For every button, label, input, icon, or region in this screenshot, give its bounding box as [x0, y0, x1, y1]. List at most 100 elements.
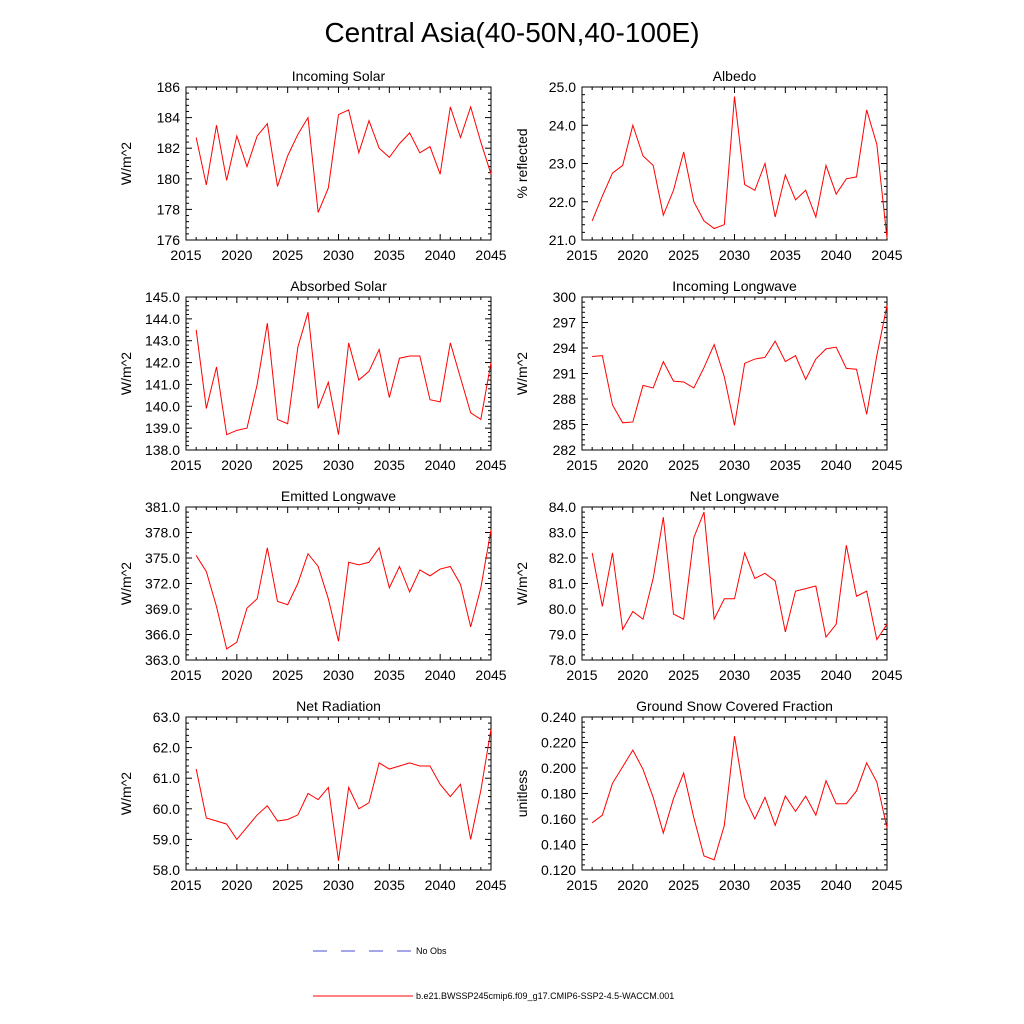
- x-tick-label: 2020: [617, 247, 648, 263]
- y-tick-label: 21.0: [549, 232, 576, 248]
- y-tick-label: 144.0: [145, 311, 180, 327]
- plot-title: Net Radiation: [296, 698, 381, 714]
- plot-title: Ground Snow Covered Fraction: [636, 698, 833, 714]
- x-tick-label: 2025: [668, 667, 699, 683]
- x-tick-label: 2025: [668, 457, 699, 473]
- y-tick-label: 294: [553, 340, 577, 356]
- x-tick-label: 2040: [821, 457, 852, 473]
- x-tick-label: 2015: [170, 877, 201, 893]
- y-tick-label: 25.0: [549, 79, 576, 95]
- y-tick-label: 61.0: [153, 770, 180, 786]
- x-tick-label: 2045: [475, 667, 506, 683]
- x-tick-label: 2045: [871, 877, 902, 893]
- x-tick-label: 2045: [475, 247, 506, 263]
- x-tick-label: 2015: [170, 667, 201, 683]
- figure-title: Central Asia(40-50N,40-100E): [324, 17, 699, 48]
- plot-frame: [185, 506, 492, 661]
- y-tick-label: 81.0: [549, 576, 576, 592]
- y-tick-label: 62.0: [153, 740, 180, 756]
- x-tick-label: 2015: [566, 457, 597, 473]
- chart-panel-8: Ground Snow Covered Fraction unitless 2015…: [514, 698, 903, 893]
- plot-frame: [185, 86, 492, 241]
- x-tick-label: 2035: [770, 877, 801, 893]
- x-tick-label: 2015: [170, 247, 201, 263]
- plots-container: Incoming Solar W/m^2 2015 2020 2025 2030 2035 2…: [118, 68, 903, 893]
- x-tick-label: 2020: [617, 877, 648, 893]
- chart-panel-1: Incoming Solar W/m^2 2015 2020 2025 2030 2035 2…: [118, 68, 507, 263]
- y-tick-label: 0.160: [541, 811, 576, 827]
- y-tick-label: 180: [157, 171, 181, 187]
- series-line-1: [195, 729, 492, 861]
- x-tick-label: 2040: [425, 667, 456, 683]
- x-tick-label: 2035: [374, 877, 405, 893]
- x-tick-label: 2045: [871, 247, 902, 263]
- y-axis-label: W/m^2: [514, 352, 530, 395]
- y-axis-label: W/m^2: [514, 562, 530, 605]
- y-tick-label: 288: [553, 391, 577, 407]
- x-tick-label: 2015: [566, 667, 597, 683]
- x-tick-label: 2025: [272, 667, 303, 683]
- y-axis-label: unitless: [514, 770, 530, 817]
- legend-model-label: b.e21.BWSSP245cmip6.f09_g17.CMIP6-SSP2-4…: [416, 991, 674, 1001]
- y-tick-label: 141.0: [145, 376, 180, 392]
- y-tick-label: 63.0: [153, 709, 180, 725]
- y-tick-label: 291: [553, 366, 577, 382]
- y-tick-label: 139.0: [145, 420, 180, 436]
- x-tick-label: 2040: [821, 877, 852, 893]
- chart-panel-3: Absorbed Solar W/m^2 2015 2020 2025 2030 2035 2…: [118, 278, 507, 473]
- y-tick-label: 182: [157, 140, 181, 156]
- x-tick-label: 2020: [221, 877, 252, 893]
- y-tick-label: 0.180: [541, 786, 576, 802]
- plot-frame: [581, 86, 888, 241]
- x-tick-label: 2020: [617, 457, 648, 473]
- x-tick-label: 2020: [221, 457, 252, 473]
- chart-panel-6: Net Longwave W/m^2 2015 2020 2025 2030 2035 204…: [514, 488, 903, 683]
- x-tick-label: 2045: [871, 667, 902, 683]
- y-tick-label: 138.0: [145, 442, 180, 458]
- y-tick-label: 372.0: [145, 576, 180, 592]
- x-tick-label: 2025: [668, 247, 699, 263]
- plot-title: Incoming Longwave: [672, 278, 797, 294]
- x-tick-label: 2040: [425, 877, 456, 893]
- y-tick-label: 58.0: [153, 862, 180, 878]
- y-axis-label: W/m^2: [118, 352, 134, 395]
- y-tick-label: 0.120: [541, 862, 576, 878]
- plot-title: Absorbed Solar: [290, 278, 387, 294]
- y-tick-label: 297: [553, 315, 577, 331]
- x-tick-label: 2030: [719, 457, 750, 473]
- y-tick-label: 375.0: [145, 550, 180, 566]
- series-line-1: [591, 736, 888, 861]
- x-tick-label: 2045: [871, 457, 902, 473]
- x-tick-label: 2015: [566, 247, 597, 263]
- x-tick-label: 2020: [617, 667, 648, 683]
- y-tick-label: 78.0: [549, 652, 576, 668]
- x-tick-label: 2040: [425, 247, 456, 263]
- y-tick-label: 0.140: [541, 837, 576, 853]
- chart-panel-4: Incoming Longwave W/m^2 2015 2020 2025 2030 20…: [514, 278, 903, 473]
- plot-frame: [581, 296, 888, 451]
- chart-panel-5: Emitted Longwave W/m^2 2015 2020 2025 2030 203…: [118, 488, 507, 683]
- y-tick-label: 176: [157, 232, 181, 248]
- plot-title: Incoming Solar: [292, 68, 386, 84]
- series-line-1: [195, 105, 492, 213]
- x-tick-label: 2035: [374, 457, 405, 473]
- chart-panel-7: Net Radiation W/m^2 2015 2020 2025 2030 2035 20…: [118, 698, 507, 893]
- series-line-1: [195, 312, 492, 436]
- y-tick-label: 143.0: [145, 333, 180, 349]
- x-tick-label: 2030: [323, 247, 354, 263]
- x-tick-label: 2040: [821, 247, 852, 263]
- x-tick-label: 2020: [221, 667, 252, 683]
- x-tick-label: 2025: [272, 457, 303, 473]
- x-tick-label: 2030: [323, 457, 354, 473]
- plot-title: Net Longwave: [690, 488, 780, 504]
- y-tick-label: 0.200: [541, 760, 576, 776]
- legend: No Obs b.e21.BWSSP245cmip6.f09_g17.CMIP6…: [313, 946, 674, 1001]
- series-line-1: [195, 529, 492, 650]
- y-tick-label: 82.0: [549, 550, 576, 566]
- y-tick-label: 79.0: [549, 627, 576, 643]
- y-tick-label: 84.0: [549, 499, 576, 515]
- plot-title: Emitted Longwave: [281, 488, 396, 504]
- y-tick-label: 300: [553, 289, 577, 305]
- y-tick-label: 285: [553, 417, 577, 433]
- x-tick-label: 2025: [272, 247, 303, 263]
